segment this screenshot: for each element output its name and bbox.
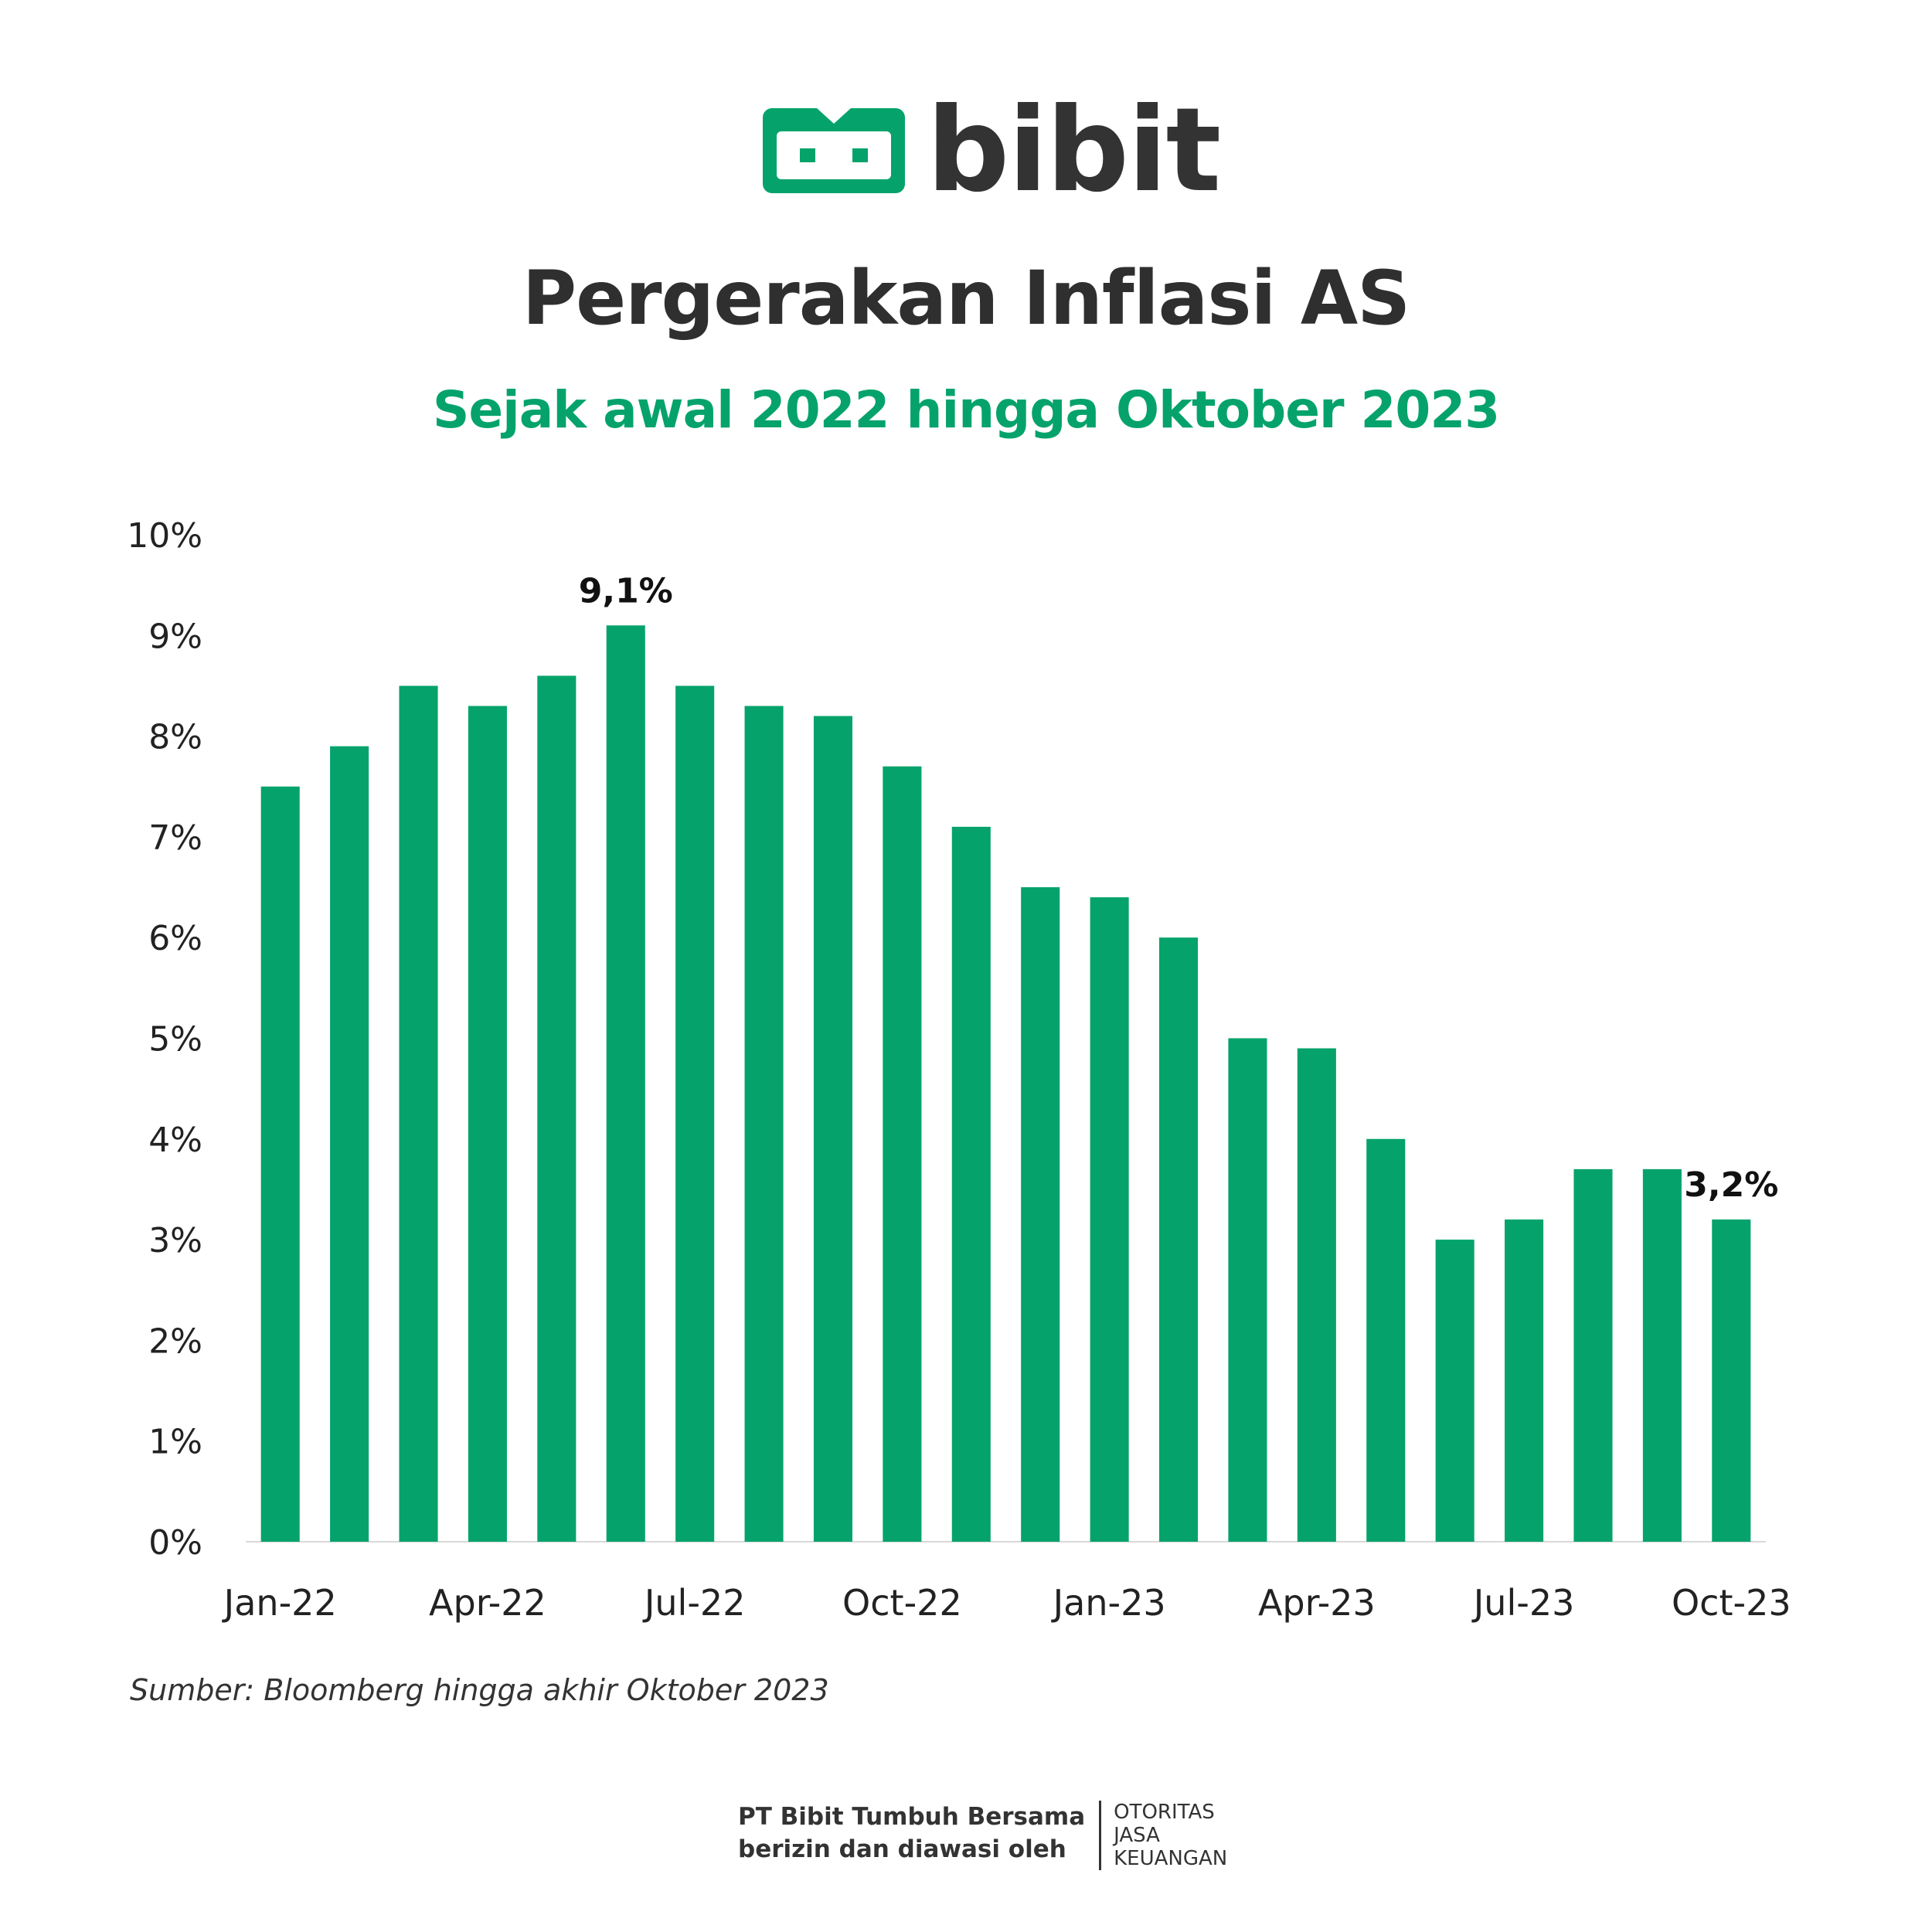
bibit-logo: bibit (761, 93, 1221, 209)
y-axis: 0% 1% 2% 3% 4% 5% 6% 7% 8% 9% 10% (127, 516, 202, 1563)
y-tick-label: 5% (148, 1020, 202, 1060)
data-labels: 9,1% 3,2% (579, 571, 1779, 1205)
bar (675, 685, 715, 1543)
source-note: Sumber: Bloomberg hingga akhir Oktober 2… (130, 1673, 829, 1707)
chart-subtitle: Sejak awal 2022 hingga Oktober 2023 (432, 380, 1500, 440)
footer-divider (1099, 1801, 1102, 1870)
y-tick-label: 9% (148, 617, 202, 656)
bar (813, 716, 853, 1542)
y-tick-label: 1% (148, 1423, 202, 1462)
x-tick-label: Jul-22 (642, 1582, 746, 1624)
ojk-line-1: OTORITAS (1114, 1801, 1215, 1824)
company-statement: PT Bibit Tumbuh Bersama berizin dan diaw… (738, 1801, 1099, 1870)
y-tick-label: 10% (127, 516, 202, 556)
bar (1090, 897, 1129, 1542)
data-label: 9,1% (579, 571, 673, 611)
bar (399, 685, 438, 1543)
bibit-logo-icon (763, 108, 905, 193)
bar (744, 706, 784, 1542)
y-tick-label: 0% (148, 1523, 202, 1563)
x-tick-label: Jul-23 (1471, 1582, 1575, 1624)
bar (883, 766, 922, 1542)
y-tick-label: 7% (148, 818, 202, 858)
bar (1297, 1048, 1336, 1542)
bar (1712, 1219, 1751, 1542)
x-axis: Jan-22 Apr-22 Jul-22 Oct-22 Jan-23 Apr-23 Jul-… (222, 1582, 1791, 1624)
x-tick-label: Jan-23 (1051, 1582, 1166, 1624)
regulatory-footer: PT Bibit Tumbuh Bersama berizin dan diaw… (738, 1801, 1227, 1870)
y-tick-label: 4% (148, 1121, 202, 1160)
y-tick-label: 3% (148, 1221, 202, 1260)
x-tick-label: Apr-23 (1258, 1582, 1376, 1624)
x-tick-label: Jan-22 (222, 1582, 337, 1624)
ojk-line-2: JASA (1114, 1824, 1160, 1847)
ojk-logo-text: OTORITAS JASA KEUANGAN (1114, 1801, 1227, 1870)
y-tick-label: 6% (148, 919, 202, 958)
bar (1505, 1219, 1544, 1542)
bar (951, 826, 991, 1542)
bar (1228, 1038, 1267, 1542)
bar (1021, 887, 1060, 1542)
ojk-line-3: KEUANGAN (1114, 1847, 1228, 1870)
chart-title: Pergerakan Inflasi AS (522, 255, 1411, 342)
bar (1642, 1168, 1682, 1542)
y-tick-label: 2% (148, 1321, 202, 1361)
bibit-wordmark: bibit (927, 83, 1221, 218)
bar (260, 786, 300, 1542)
bar (1435, 1240, 1475, 1542)
bar (1158, 937, 1199, 1542)
y-tick-label: 8% (148, 718, 202, 757)
bar-series (260, 625, 1751, 1543)
x-tick-label: Oct-23 (1672, 1582, 1791, 1624)
bar (330, 746, 369, 1542)
company-name: PT Bibit Tumbuh Bersama (738, 1803, 1086, 1831)
bar (606, 625, 645, 1542)
x-tick-label: Apr-22 (429, 1582, 546, 1624)
bar (468, 706, 507, 1542)
bar (1366, 1138, 1406, 1542)
x-tick-label: Oct-22 (842, 1582, 962, 1624)
bar (1573, 1168, 1613, 1542)
data-label: 3,2% (1684, 1165, 1778, 1205)
regulation-text: berizin dan diawasi oleh (738, 1835, 1066, 1863)
bar (537, 675, 577, 1543)
